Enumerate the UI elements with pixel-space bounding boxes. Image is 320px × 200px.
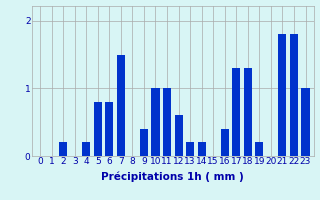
- Bar: [82, 142, 90, 156]
- Bar: [278, 34, 286, 156]
- Bar: [301, 88, 309, 156]
- Bar: [140, 129, 148, 156]
- Bar: [117, 55, 125, 156]
- Bar: [255, 142, 263, 156]
- Bar: [198, 142, 206, 156]
- Bar: [244, 68, 252, 156]
- Bar: [232, 68, 240, 156]
- Bar: [105, 102, 113, 156]
- X-axis label: Précipitations 1h ( mm ): Précipitations 1h ( mm ): [101, 172, 244, 182]
- Bar: [186, 142, 194, 156]
- Bar: [94, 102, 102, 156]
- Bar: [290, 34, 298, 156]
- Bar: [163, 88, 171, 156]
- Bar: [221, 129, 229, 156]
- Bar: [59, 142, 67, 156]
- Bar: [174, 115, 183, 156]
- Bar: [151, 88, 160, 156]
